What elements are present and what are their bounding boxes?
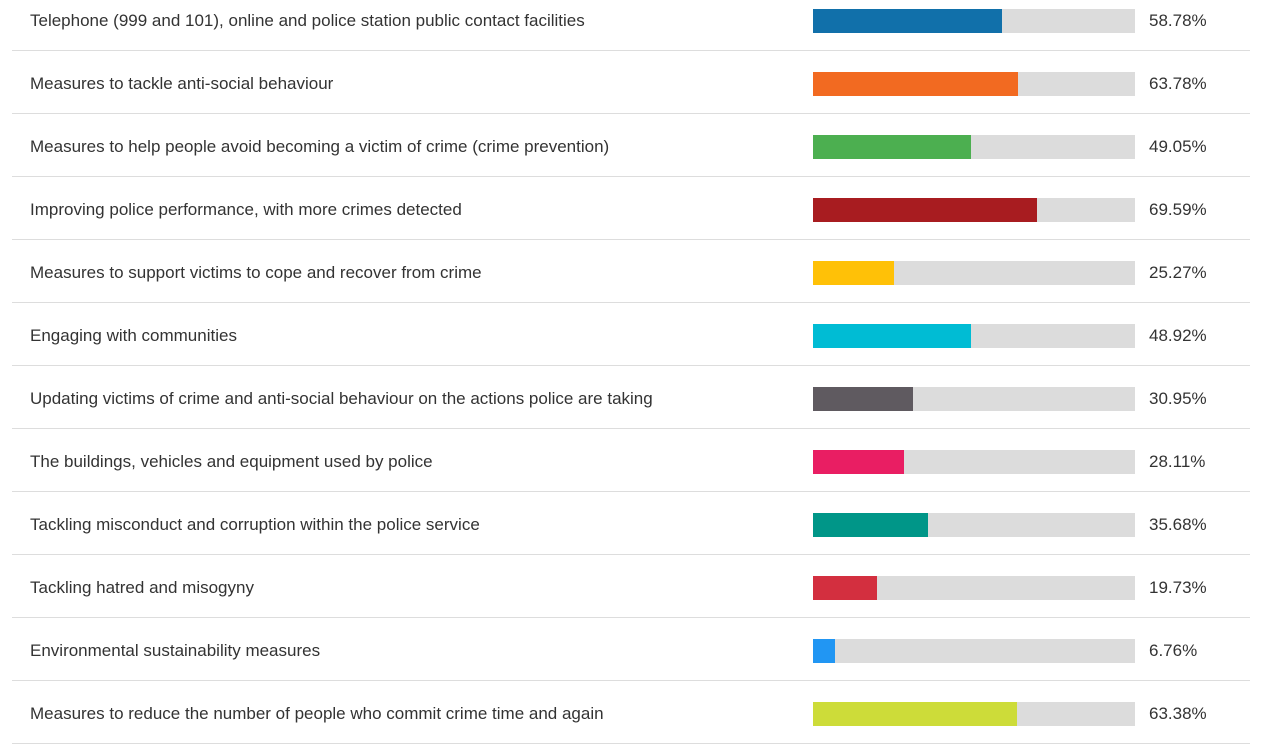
value-label: 63.78% [1149, 74, 1207, 93]
category-label: Measures to tackle anti-social behaviour [30, 74, 334, 93]
category-label: Measures to help people avoid becoming a… [30, 137, 610, 156]
bar-track [813, 134, 1135, 159]
result-row: Telephone (999 and 101), online and poli… [12, 0, 1250, 51]
result-row: Improving police performance, with more … [12, 177, 1250, 240]
bar [813, 260, 895, 285]
category-label: Engaging with communities [30, 326, 237, 345]
category-label: The buildings, vehicles and equipment us… [30, 452, 433, 471]
result-row: Measures to reduce the number of people … [12, 681, 1250, 744]
bar [813, 386, 913, 411]
bar-track [813, 701, 1135, 726]
category-label: Measures to reduce the number of people … [30, 704, 604, 723]
value-label: 19.73% [1149, 578, 1207, 597]
value-label: 6.76% [1149, 641, 1198, 660]
bar [813, 449, 904, 474]
bar [813, 8, 1003, 33]
bar-track [813, 638, 1135, 663]
bar [813, 575, 877, 600]
bar-track [813, 512, 1135, 537]
result-row: The buildings, vehicles and equipment us… [12, 429, 1250, 492]
value-label: 63.38% [1149, 704, 1207, 723]
result-row: Measures to tackle anti-social behaviour… [12, 51, 1250, 114]
value-label: 49.05% [1149, 137, 1207, 156]
result-row: Measures to support victims to cope and … [12, 240, 1250, 303]
bar [813, 638, 835, 663]
result-row: Tackling hatred and misogyny 19.73% [12, 555, 1250, 618]
value-label: 48.92% [1149, 326, 1207, 345]
result-row: Environmental sustainability measures 6.7… [12, 618, 1250, 681]
category-label: Telephone (999 and 101), online and poli… [30, 11, 585, 30]
result-row: Updating victims of crime and anti-socia… [12, 366, 1250, 429]
bar [813, 197, 1038, 222]
bar [813, 323, 971, 348]
value-label: 28.11% [1149, 452, 1206, 471]
value-label: 58.78% [1149, 11, 1207, 30]
category-label: Tackling hatred and misogyny [30, 578, 254, 597]
bar-track [813, 323, 1135, 348]
bar-track [813, 8, 1135, 33]
value-label: 69.59% [1149, 200, 1207, 219]
value-label: 30.95% [1149, 389, 1207, 408]
category-label: Improving police performance, with more … [30, 200, 462, 219]
result-row: Tackling misconduct and corruption withi… [12, 492, 1250, 555]
value-label: 35.68% [1149, 515, 1207, 534]
bar-track [813, 386, 1135, 411]
bar [813, 512, 928, 537]
bar-track [813, 71, 1135, 96]
bar-track [813, 197, 1135, 222]
result-row: Measures to help people avoid becoming a… [12, 114, 1250, 177]
category-label: Environmental sustainability measures [30, 641, 321, 660]
bar-track [813, 449, 1135, 474]
result-row: Engaging with communities 48.92% [12, 303, 1250, 366]
result-list: Telephone (999 and 101), online and poli… [12, 0, 1250, 744]
bar-track [813, 575, 1135, 600]
category-label: Tackling misconduct and corruption withi… [30, 515, 480, 534]
bar [813, 71, 1019, 96]
category-label: Updating victims of crime and anti-socia… [30, 389, 653, 408]
bar [813, 134, 971, 159]
bar [813, 701, 1018, 726]
bar-track [813, 260, 1135, 285]
category-label: Measures to support victims to cope and … [30, 263, 482, 282]
value-label: 25.27% [1149, 263, 1207, 282]
